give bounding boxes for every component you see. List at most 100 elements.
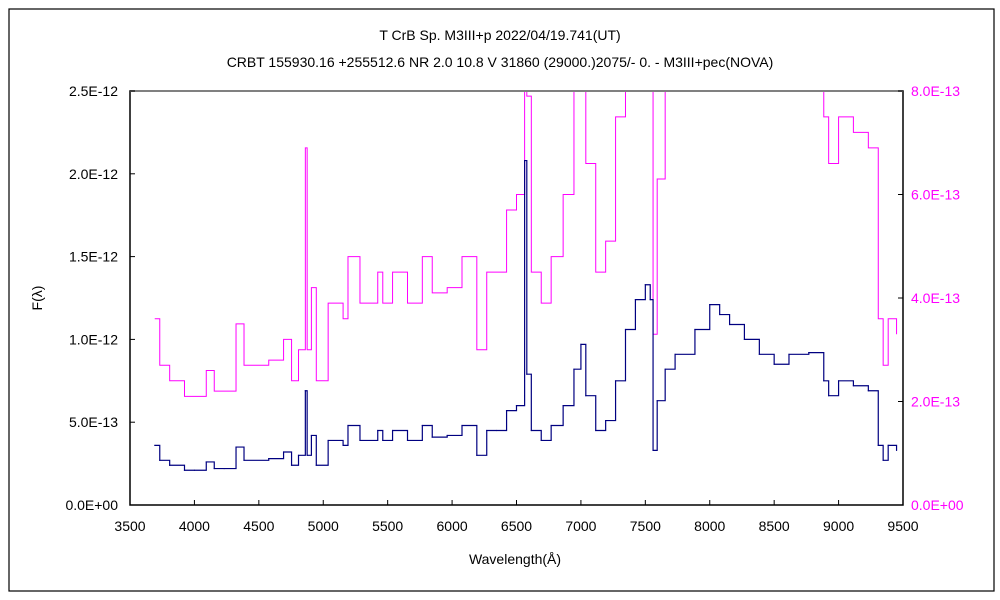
y-left-tick-label: 0.0E+00 — [65, 497, 118, 513]
y-right-tick-label: 6.0E-13 — [911, 187, 960, 203]
data-point — [382, 439, 384, 442]
x-tick-label: 6500 — [501, 518, 532, 534]
data-point — [758, 353, 760, 355]
x-tick-label: 4500 — [243, 518, 274, 534]
data-point — [377, 429, 379, 432]
data-point — [562, 405, 564, 407]
series-line-right — [154, 91, 898, 397]
data-point — [205, 461, 207, 463]
data-point — [290, 464, 293, 466]
data-point — [524, 159, 526, 162]
data-point — [304, 390, 306, 392]
data-point — [530, 429, 532, 432]
data-point — [788, 353, 790, 355]
data-point — [540, 439, 542, 442]
data-point — [391, 429, 394, 432]
x-tick-label: 9500 — [887, 518, 918, 534]
series-line-left — [154, 159, 898, 471]
x-tick-label: 5500 — [372, 518, 403, 534]
data-point — [624, 328, 627, 331]
data-point — [282, 451, 285, 453]
y-left-tick-label: 1.5E-12 — [69, 249, 118, 265]
data-point — [882, 459, 884, 461]
data-point — [235, 446, 237, 448]
data-point — [614, 380, 617, 382]
data-point — [306, 454, 308, 456]
x-tick-label: 3500 — [114, 518, 145, 534]
data-point — [431, 436, 433, 438]
data-point — [268, 458, 270, 460]
data-point — [213, 467, 215, 470]
data-point — [486, 429, 488, 432]
x-axis-label: Wavelength(Å) — [469, 551, 561, 567]
data-point — [595, 429, 597, 432]
data-point — [505, 410, 508, 412]
data-point — [169, 464, 171, 466]
data-point — [154, 444, 156, 446]
data-point — [895, 449, 898, 451]
data-point — [828, 395, 830, 397]
data-point — [476, 454, 478, 456]
data-point — [709, 304, 711, 306]
data-point — [526, 373, 528, 375]
data-point — [694, 328, 696, 331]
data-point — [674, 353, 676, 355]
data-point — [193, 469, 196, 471]
data-point — [867, 390, 869, 392]
y-right-tick-label: 0.0E+00 — [911, 497, 964, 513]
data-point — [446, 434, 448, 437]
data-point — [496, 429, 498, 432]
data-point — [310, 434, 312, 437]
x-tick-label: 8000 — [694, 518, 725, 534]
data-point — [315, 464, 317, 466]
x-tick-label: 9000 — [823, 518, 854, 534]
data-point — [342, 444, 344, 446]
chart-frame — [8, 8, 995, 592]
y-right-tick-label: 8.0E-13 — [911, 83, 960, 99]
y-left-tick-label: 2.5E-12 — [69, 83, 118, 99]
data-point — [649, 299, 651, 301]
data-point — [515, 405, 518, 407]
data-point — [297, 454, 300, 456]
data-point — [743, 338, 746, 340]
data-point — [634, 299, 637, 301]
data-point — [823, 380, 825, 382]
data-point — [421, 424, 423, 427]
chart-subtitle: CRBT 155930.16 +255512.6 NR 2.0 10.8 V 3… — [227, 54, 774, 70]
data-point — [652, 449, 654, 451]
data-point — [585, 395, 587, 397]
x-tick-label: 4000 — [179, 518, 210, 534]
data-point — [406, 439, 409, 442]
data-point — [243, 459, 245, 461]
data-point — [461, 424, 463, 427]
y-left-tick-label: 1.0E-12 — [69, 331, 118, 347]
data-point — [580, 343, 582, 345]
data-point — [605, 419, 607, 422]
y-right-tick-label: 4.0E-13 — [911, 290, 960, 306]
chart-title: T CrB Sp. M3III+p 2022/04/19.741(UT) — [379, 27, 620, 43]
data-point — [887, 444, 889, 446]
y-left-tick-label: 5.0E-13 — [69, 414, 118, 430]
x-tick-label: 5000 — [308, 518, 339, 534]
data-point — [644, 284, 646, 286]
data-point — [852, 385, 854, 387]
y-axis-label: F(λ) — [29, 286, 45, 311]
y-left-tick-label: 2.0E-12 — [69, 166, 118, 182]
data-point — [223, 467, 225, 470]
data-point — [550, 424, 552, 427]
data-point — [656, 400, 658, 402]
x-tick-label: 7500 — [630, 518, 661, 534]
data-point — [877, 444, 879, 446]
data-point — [664, 368, 666, 370]
x-tick-label: 7000 — [565, 518, 596, 534]
data-point — [773, 363, 775, 365]
data-point — [347, 424, 349, 427]
x-tick-label: 8500 — [759, 518, 790, 534]
data-point — [359, 439, 361, 442]
data-point — [327, 439, 329, 442]
data-point — [837, 380, 840, 382]
data-point — [808, 352, 810, 354]
data-point — [183, 469, 186, 471]
